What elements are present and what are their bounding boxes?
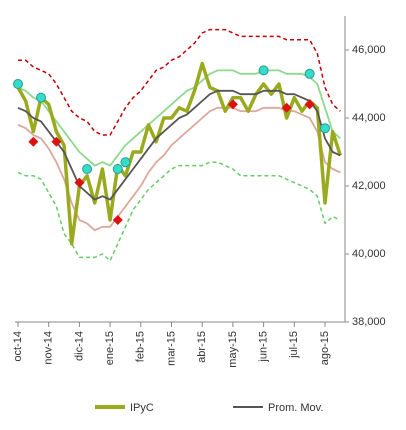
x-tick-label: mar-15	[165, 331, 177, 366]
signal-diamond	[304, 99, 315, 110]
y-tick-label: 46,000	[352, 44, 386, 56]
x-tick-label: ago-15	[319, 331, 331, 365]
series-line	[18, 28, 341, 136]
signal-diamond	[51, 136, 62, 147]
series-line	[16, 61, 343, 246]
series-line	[17, 89, 341, 201]
x-tick-label: oct-14	[12, 331, 24, 362]
y-tick-label: 44,000	[352, 112, 386, 124]
signal-circle	[36, 92, 47, 103]
legend-label: Prom. Mov.	[268, 402, 323, 414]
signal-diamond	[74, 177, 85, 188]
y-tick-label: 40,000	[352, 248, 386, 260]
legend-label: IPyC	[130, 402, 154, 414]
signal-circle	[13, 79, 23, 89]
x-tick-label: nov-14	[43, 331, 55, 365]
x-tick-label: jun-15	[258, 331, 270, 363]
signal-diamond	[28, 136, 39, 147]
signal-diamond	[281, 102, 292, 113]
signal-circle	[304, 68, 315, 79]
signal-circle	[320, 123, 330, 134]
x-tick-label: may-15	[227, 331, 239, 368]
x-tick-label: abr-15	[196, 331, 208, 363]
y-tick-label: 42,000	[352, 180, 386, 192]
x-tick-label: feb-15	[135, 331, 147, 362]
series-line	[17, 69, 341, 167]
x-tick-label: ene-15	[104, 331, 116, 365]
signal-diamond	[112, 215, 123, 225]
signal-circle	[120, 157, 131, 168]
signal-circle	[258, 65, 269, 76]
signal-circle	[112, 164, 123, 174]
x-tick-label: dic-14	[73, 331, 85, 361]
x-tick-label: jul-15	[288, 331, 300, 359]
y-tick-label: 38,000	[352, 316, 386, 328]
signal-diamond	[227, 99, 238, 110]
series-line	[17, 161, 341, 262]
signal-circle	[82, 164, 93, 174]
